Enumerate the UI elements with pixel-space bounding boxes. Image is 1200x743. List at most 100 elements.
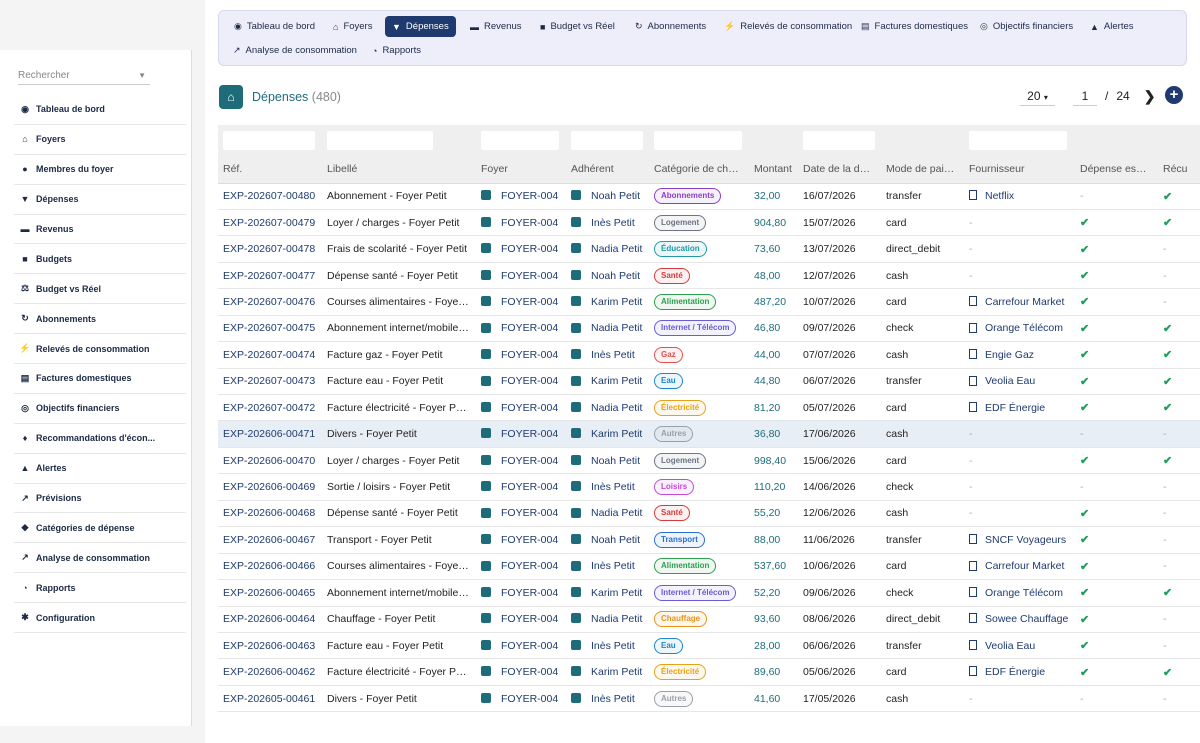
sidebar-item[interactable]: ● Membres du foyer <box>14 155 186 185</box>
column-header[interactable]: Fournisseur <box>964 155 1075 184</box>
member-cell[interactable]: Karim Petit <box>566 420 649 448</box>
sidebar-item[interactable]: ⌂ Foyers <box>14 125 186 155</box>
ref-cell[interactable]: EXP-202607-00478 <box>218 235 322 263</box>
sidebar-item[interactable]: ◉ Tableau de bord <box>14 95 186 125</box>
table-row[interactable]: EXP-202607-00472 Facture électricité - Fo… <box>218 394 1200 422</box>
nav-tab[interactable]: ▬ Revenus <box>463 16 529 37</box>
member-link[interactable]: Noah Petit <box>591 269 641 282</box>
member-cell[interactable]: Noah Petit <box>566 526 649 554</box>
table-row[interactable]: EXP-202606-00462 Facture électricité - Fo… <box>218 658 1200 686</box>
foyer-cell[interactable]: FOYER-004 <box>476 420 566 448</box>
sidebar-item[interactable]: ↗ Analyse de consommation <box>14 543 186 574</box>
table-row[interactable]: EXP-202607-00476 Courses alimentaires - F… <box>218 288 1200 316</box>
table-row[interactable]: EXP-202606-00469 Sortie / loisirs - Foyer… <box>218 473 1200 501</box>
column-header[interactable]: Adhérent <box>566 155 649 184</box>
foyer-link[interactable]: FOYER-004 <box>501 401 559 414</box>
foyer-link[interactable]: FOYER-004 <box>501 322 559 335</box>
sidebar-item[interactable]: ◆ Catégories de dépense <box>14 513 186 544</box>
column-header[interactable]: Récu <box>1158 155 1200 184</box>
supplier-link[interactable]: Engie Gaz <box>985 348 1035 361</box>
foyer-cell[interactable]: FOYER-004 <box>476 579 566 607</box>
add-expense-button[interactable]: + <box>1165 86 1183 104</box>
column-header[interactable]: Foyer <box>476 155 566 184</box>
member-cell[interactable]: Karim Petit <box>566 368 649 396</box>
member-link[interactable]: Inès Petit <box>591 692 635 705</box>
column-filter-input[interactable] <box>803 130 875 150</box>
table-row[interactable]: EXP-202607-00474 Facture gaz - Foyer Peti… <box>218 341 1200 369</box>
member-link[interactable]: Noah Petit <box>591 454 641 467</box>
supplier-cell[interactable]: Carrefour Market <box>964 288 1075 316</box>
foyer-cell[interactable]: FOYER-004 <box>476 235 566 263</box>
foyer-link[interactable]: FOYER-004 <box>501 454 559 467</box>
member-link[interactable]: Noah Petit <box>591 533 641 546</box>
member-link[interactable]: Karim Petit <box>591 428 643 441</box>
foyer-link[interactable]: FOYER-004 <box>501 348 559 361</box>
supplier-cell[interactable]: Carrefour Market <box>964 553 1075 581</box>
sidebar-item[interactable]: ⚡ Relevés de consommation <box>14 334 186 365</box>
member-cell[interactable]: Nadia Petit <box>566 500 649 528</box>
table-row[interactable]: EXP-202606-00463 Facture eau - Foyer Peti… <box>218 632 1200 660</box>
column-header[interactable]: Mode de pai… <box>881 155 964 184</box>
nav-tab[interactable]: ↻ Abonnements <box>628 16 713 37</box>
table-row[interactable]: EXP-202605-00461 Divers - Foyer Petit FOYE… <box>218 685 1200 713</box>
foyer-link[interactable]: FOYER-004 <box>501 613 559 626</box>
foyer-link[interactable]: FOYER-004 <box>501 560 559 573</box>
supplier-link[interactable]: EDF Énergie <box>985 401 1046 414</box>
column-filter-input[interactable] <box>223 130 315 150</box>
member-cell[interactable]: Inès Petit <box>566 685 649 713</box>
supplier-cell[interactable]: Veolia Eau <box>964 368 1075 396</box>
member-link[interactable]: Karim Petit <box>591 295 643 308</box>
member-link[interactable]: Nadia Petit <box>591 322 643 335</box>
member-link[interactable]: Inès Petit <box>591 216 635 229</box>
table-row[interactable]: EXP-202607-00480 Abonnement - Foyer Petit… <box>218 183 1200 210</box>
supplier-cell[interactable]: Orange Télécom <box>964 579 1075 607</box>
column-header[interactable]: Catégorie de ch… <box>649 155 749 184</box>
foyer-cell[interactable]: FOYER-004 <box>476 315 566 343</box>
foyer-link[interactable]: FOYER-004 <box>501 269 559 282</box>
foyer-link[interactable]: FOYER-004 <box>501 216 559 229</box>
next-page-icon[interactable]: ❯ <box>1143 87 1156 104</box>
foyer-link[interactable]: FOYER-004 <box>501 428 559 441</box>
nav-tab[interactable]: ▼ Dépenses <box>385 16 456 37</box>
supplier-link[interactable]: Veolia Eau <box>985 375 1036 388</box>
member-link[interactable]: Nadia Petit <box>591 243 643 256</box>
member-cell[interactable]: Karim Petit <box>566 579 649 607</box>
foyer-cell[interactable]: FOYER-004 <box>476 341 566 369</box>
sidebar-item[interactable]: ⚖ Budget vs Réel <box>14 274 186 305</box>
member-cell[interactable]: Inès Petit <box>566 473 649 501</box>
foyer-cell[interactable]: FOYER-004 <box>476 288 566 316</box>
table-row[interactable]: EXP-202606-00467 Transport - Foyer Petit F… <box>218 526 1200 554</box>
member-cell[interactable]: Karim Petit <box>566 288 649 316</box>
foyer-link[interactable]: FOYER-004 <box>501 666 559 679</box>
ref-cell[interactable]: EXP-202607-00480 <box>218 183 322 210</box>
sidebar-item[interactable]: ▼ Dépenses <box>14 185 186 215</box>
nav-tab[interactable]: ⚡ Relevés de consommation <box>717 16 859 37</box>
foyer-link[interactable]: FOYER-004 <box>501 295 559 308</box>
member-cell[interactable]: Inès Petit <box>566 341 649 369</box>
column-header[interactable]: Dépense es… <box>1075 155 1158 184</box>
ref-cell[interactable]: EXP-202607-00476 <box>218 288 322 316</box>
foyer-link[interactable]: FOYER-004 <box>501 692 559 705</box>
member-link[interactable]: Inès Petit <box>591 481 635 494</box>
sidebar-item[interactable]: ▲ Alertes <box>14 454 186 484</box>
supplier-link[interactable]: Orange Télécom <box>985 586 1064 599</box>
sidebar-item[interactable]: ↗ Prévisions <box>14 484 186 514</box>
member-link[interactable]: Nadia Petit <box>591 613 643 626</box>
ref-cell[interactable]: EXP-202607-00474 <box>218 341 322 369</box>
page-size-select[interactable]: 20 ▾ <box>1020 86 1055 106</box>
current-page-input[interactable]: 1 <box>1073 86 1097 106</box>
member-cell[interactable]: Inès Petit <box>566 553 649 581</box>
member-cell[interactable]: Noah Petit <box>566 447 649 475</box>
ref-cell[interactable]: EXP-202606-00463 <box>218 632 322 660</box>
member-link[interactable]: Inès Petit <box>591 639 635 652</box>
supplier-cell[interactable]: SNCF Voyageurs <box>964 526 1075 554</box>
table-row[interactable]: EXP-202607-00477 Dépense santé - Foyer Pe… <box>218 262 1200 290</box>
foyer-link[interactable]: FOYER-004 <box>501 533 559 546</box>
supplier-cell[interactable]: EDF Énergie <box>964 394 1075 422</box>
supplier-link[interactable]: SNCF Voyageurs <box>985 533 1067 546</box>
member-cell[interactable]: Inès Petit <box>566 209 649 237</box>
column-filter-input[interactable] <box>481 130 559 150</box>
foyer-cell[interactable]: FOYER-004 <box>476 685 566 713</box>
ref-cell[interactable]: EXP-202607-00473 <box>218 368 322 396</box>
sidebar-item[interactable]: ▤ Factures domestiques <box>14 364 186 394</box>
